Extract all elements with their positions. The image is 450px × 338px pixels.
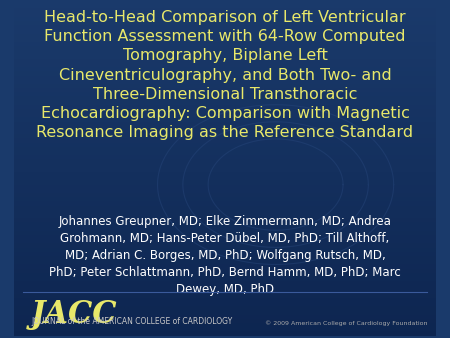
Bar [14,222,436,226]
Bar [14,327,436,332]
Bar [14,189,436,193]
Text: JACC: JACC [31,299,117,330]
Bar [14,302,436,306]
Bar [14,268,436,273]
Bar [14,332,436,336]
Bar [14,25,436,29]
Bar [14,92,436,96]
Bar [14,319,436,323]
Bar [14,315,436,319]
Bar [14,201,436,206]
Text: Head-to-Head Comparison of Left Ventricular
Function Assessment with 64-Row Comp: Head-to-Head Comparison of Left Ventricu… [36,10,414,140]
Bar [14,46,436,50]
Bar [14,155,436,160]
Bar [14,105,436,109]
Bar [14,151,436,155]
Bar [14,4,436,8]
Bar [14,75,436,80]
Bar [14,239,436,243]
Bar [14,172,436,176]
Bar [14,88,436,92]
Bar [14,59,436,63]
Bar [14,96,436,101]
Bar [14,176,436,180]
Bar [14,134,436,139]
Bar [14,29,436,33]
Bar [14,164,436,168]
Bar [14,113,436,118]
Bar [14,147,436,151]
Bar [14,289,436,294]
Bar [14,13,436,17]
Bar [14,311,436,315]
Bar [14,109,436,113]
Bar [14,294,436,298]
Bar [14,264,436,268]
Bar [14,256,436,260]
Bar [14,197,436,201]
Bar [14,273,436,277]
Bar [14,130,436,134]
Bar [14,180,436,185]
Bar [14,210,436,214]
Bar [14,235,436,239]
Bar [14,54,436,59]
Bar [14,33,436,38]
Bar [14,21,436,25]
Bar [14,139,436,143]
Bar [14,84,436,88]
Bar [14,231,436,235]
Bar [14,101,436,105]
Bar [14,247,436,252]
Bar [14,193,436,197]
Bar [14,118,436,122]
Bar [14,71,436,75]
Bar [14,80,436,84]
Bar [14,160,436,164]
Bar [14,8,436,13]
Bar [14,0,436,4]
Bar [14,42,436,46]
Bar [14,126,436,130]
Bar [14,214,436,218]
Bar [14,67,436,71]
Bar [14,306,436,311]
Bar [14,323,436,327]
Bar [14,243,436,247]
Bar [14,50,436,54]
Bar [14,63,436,67]
Bar [14,285,436,289]
Bar [14,185,436,189]
Bar [14,218,436,222]
Bar [14,168,436,172]
Bar [14,38,436,42]
Bar [14,206,436,210]
Bar [14,17,436,21]
Bar [14,260,436,264]
Text: JOURNAL of the AMERICAN COLLEGE of CARDIOLOGY: JOURNAL of the AMERICAN COLLEGE of CARDI… [31,317,232,325]
Bar [14,281,436,285]
Text: Johannes Greupner, MD; Elke Zimmermann, MD; Andrea
Grohmann, MD; Hans-Peter Dübe: Johannes Greupner, MD; Elke Zimmermann, … [49,215,401,296]
Bar [14,226,436,231]
Text: © 2009 American College of Cardiology Foundation: © 2009 American College of Cardiology Fo… [265,320,428,325]
Bar [14,298,436,302]
Bar [14,122,436,126]
Bar [14,252,436,256]
Bar [14,143,436,147]
Bar [14,277,436,281]
